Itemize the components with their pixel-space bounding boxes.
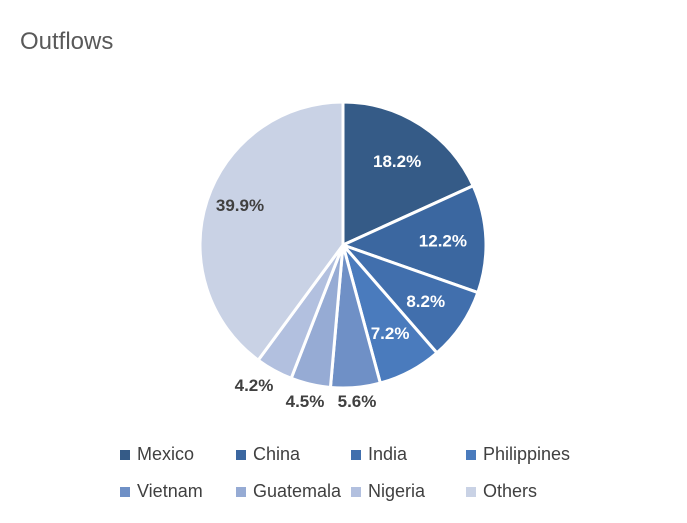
chart-title: Outflows <box>20 28 114 55</box>
legend-item-others: Others <box>466 481 537 502</box>
data-label-nigeria: 4.2% <box>235 376 274 395</box>
data-label-mexico: 18.2% <box>373 152 421 171</box>
legend-label: India <box>368 444 408 464</box>
data-label-india: 8.2% <box>406 292 445 311</box>
slice-china <box>338 183 488 295</box>
legend-swatch <box>351 449 361 460</box>
legend-label: Others <box>483 481 538 501</box>
data-label-others: 39.9% <box>216 196 264 215</box>
legend-swatch <box>351 486 361 497</box>
legend-label: Mexico <box>137 444 195 464</box>
legend-swatch <box>236 449 246 460</box>
legend-item-guatemala: Guatemala <box>236 481 341 502</box>
data-label-china: 12.2% <box>419 232 467 251</box>
legend-item-philippines: Philippines <box>466 444 570 465</box>
legend-item-mexico: Mexico <box>120 444 194 465</box>
legend-label: Guatemala <box>253 481 342 501</box>
legend-label: Nigeria <box>368 481 426 501</box>
legend-item-china: China <box>236 444 300 465</box>
legend-swatch <box>236 486 246 497</box>
legend-swatch <box>120 449 130 460</box>
legend-label: China <box>253 444 301 464</box>
data-label-vietnam: 5.6% <box>338 392 377 411</box>
legend-swatch <box>466 449 476 460</box>
legend-item-vietnam: Vietnam <box>120 481 203 502</box>
legend-swatch <box>120 486 130 497</box>
legend-label: Philippines <box>483 444 571 464</box>
slice-mexico <box>341 100 476 248</box>
data-label-guatemala: 4.5% <box>286 392 325 411</box>
legend-label: Vietnam <box>137 481 203 501</box>
data-label-philippines: 7.2% <box>371 324 410 343</box>
legend-item-nigeria: Nigeria <box>351 481 425 502</box>
legend-item-india: India <box>351 444 407 465</box>
legend-swatch <box>466 486 476 497</box>
slice-others <box>198 100 345 363</box>
